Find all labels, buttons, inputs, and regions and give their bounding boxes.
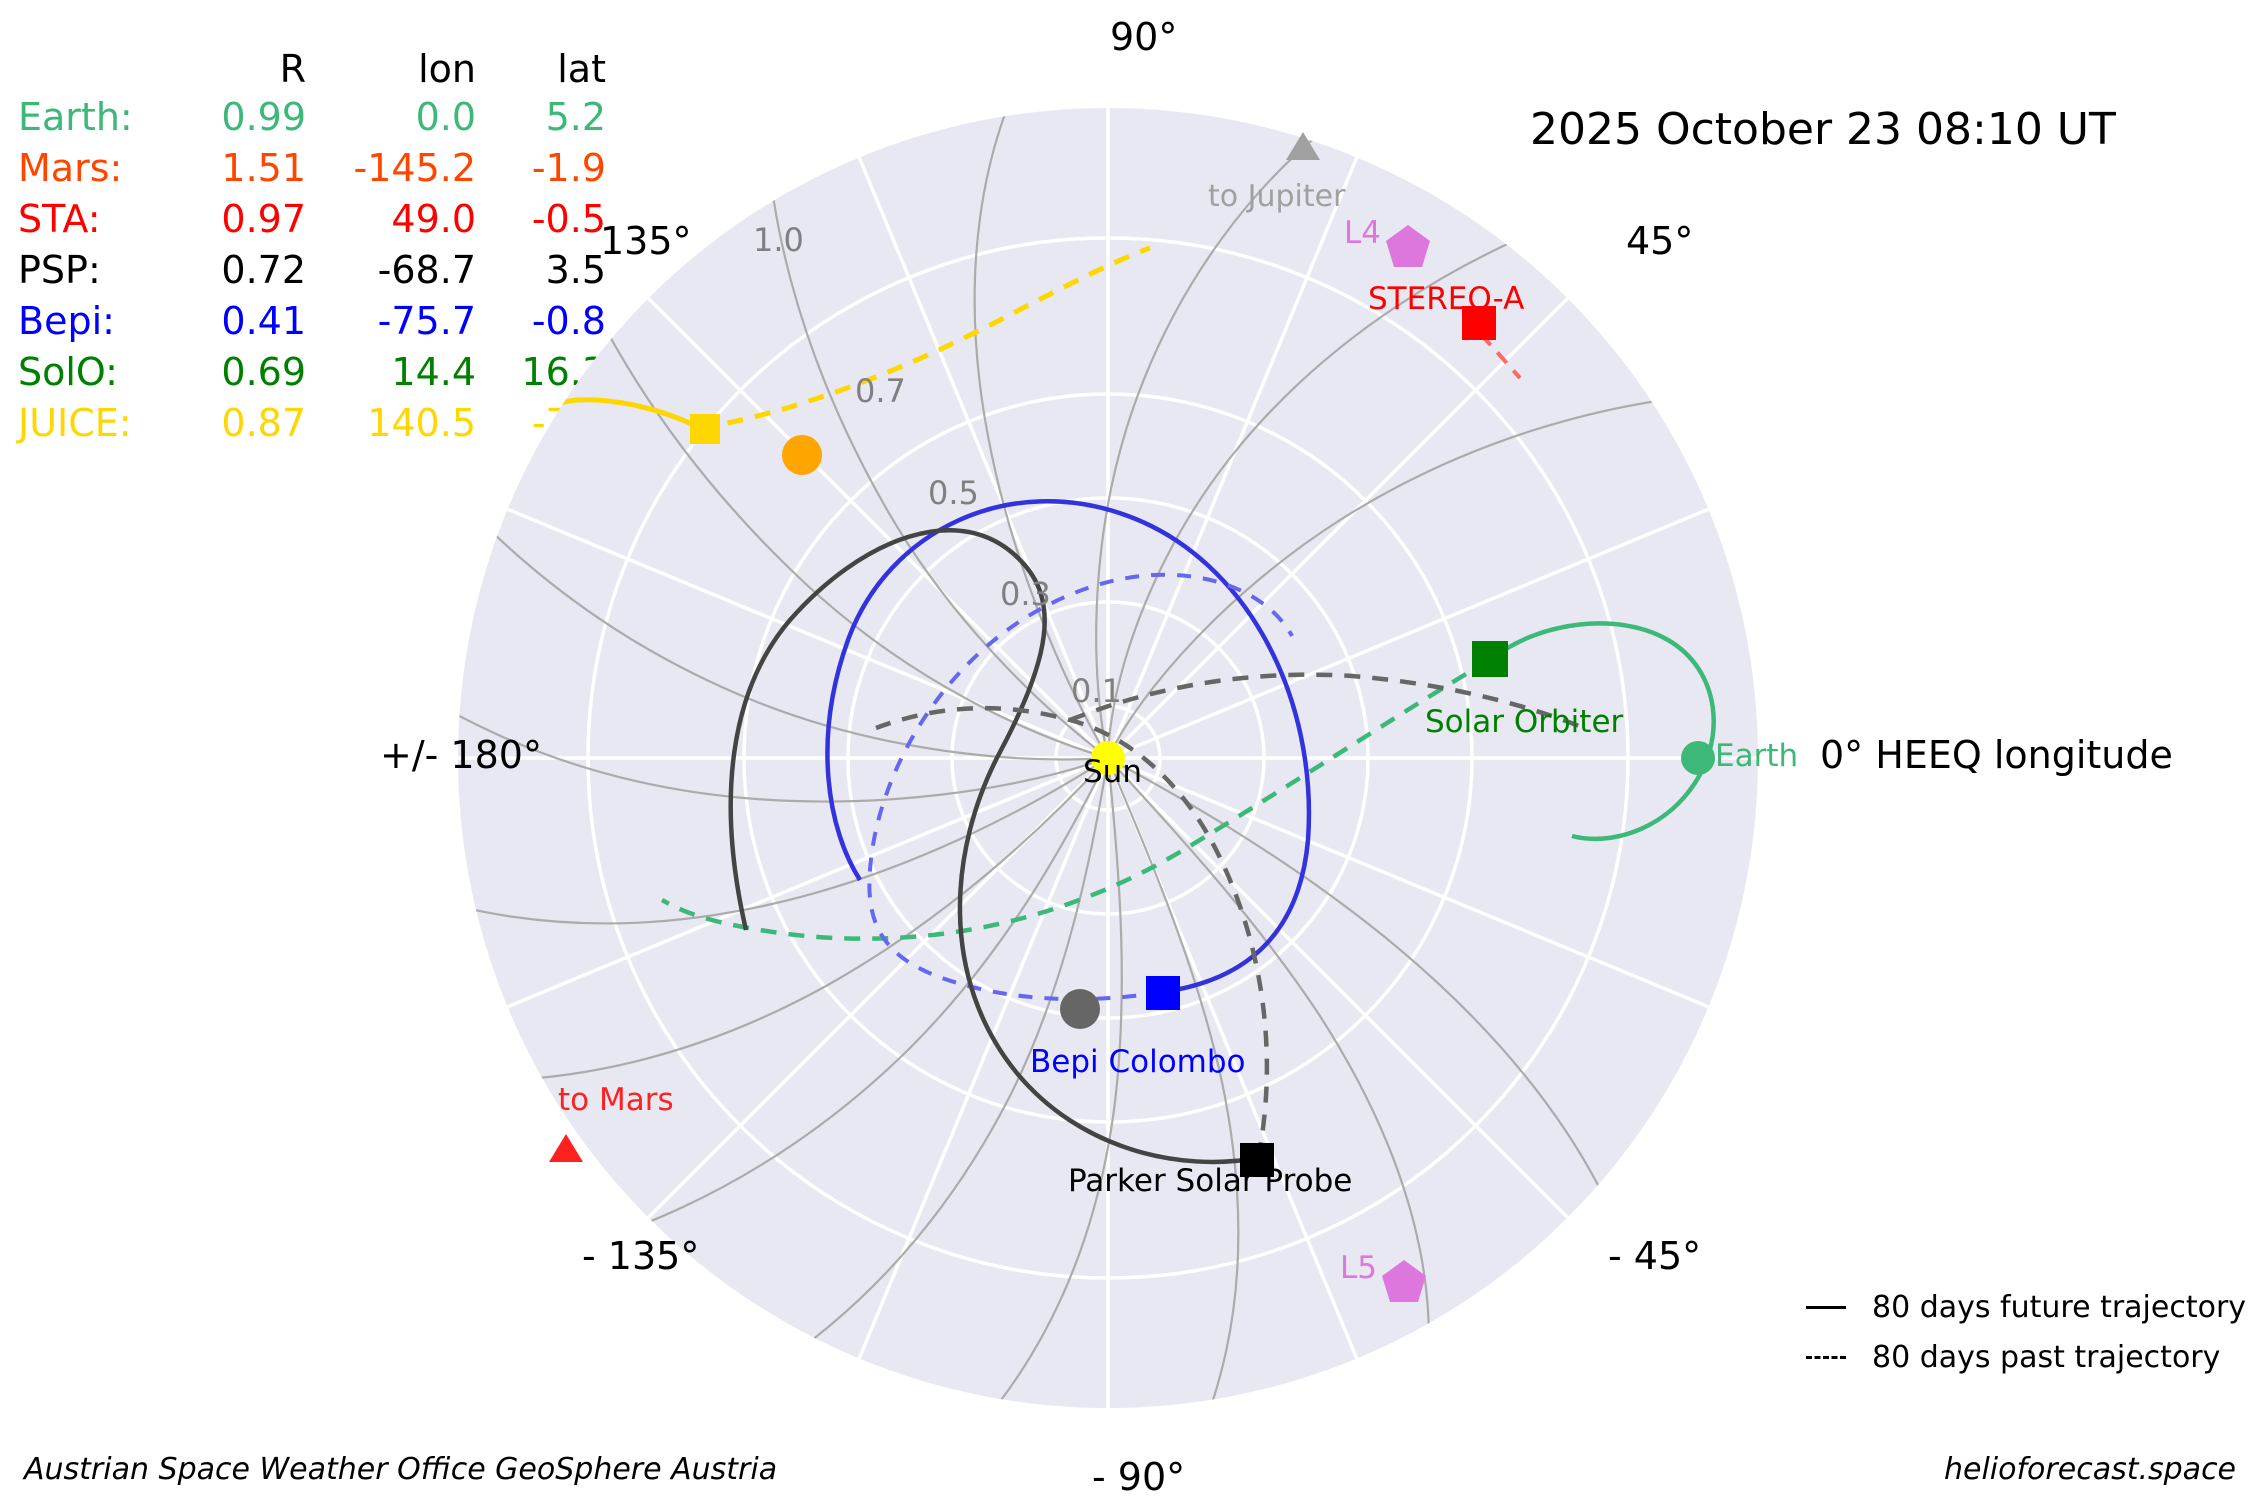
- earth-label: Earth: [1715, 738, 1799, 774]
- earth-marker[interactable]: [1681, 741, 1715, 775]
- row-r-juice: 0.87: [221, 401, 306, 445]
- row-lon-mars: -145.2: [353, 146, 477, 190]
- radial-tick-1p0: 1.0: [753, 221, 804, 259]
- psp-future-trajectory: [728, 527, 1259, 1165]
- header-lat: lat: [557, 47, 606, 91]
- solar-orbiter-future-trajectory: [1488, 621, 1716, 842]
- row-lat-earth: 5.2: [545, 95, 606, 139]
- row-lat-mars: -1.9: [531, 146, 606, 190]
- to-mars-label: to Mars: [558, 1082, 674, 1118]
- row-lat-psp: 3.5: [545, 248, 606, 292]
- angle-label-minus-45: - 45°: [1608, 1234, 1702, 1278]
- to-mars-marker[interactable]: [549, 1134, 583, 1162]
- footer-left: Austrian Space Weather Office GeoSphere …: [24, 1452, 778, 1487]
- l5-label: L5: [1340, 1250, 1377, 1286]
- bepi-colombo-label: Bepi Colombo: [1030, 1044, 1246, 1080]
- juice-marker[interactable]: [782, 435, 822, 475]
- row-lon-bepi: -75.7: [377, 299, 476, 343]
- to-jupiter-marker[interactable]: [1286, 132, 1320, 160]
- radial-tick-0p1: 0.1: [1071, 672, 1122, 710]
- angle-label-135: 135°: [600, 219, 692, 263]
- row-body-juice: JUICE:: [18, 401, 132, 445]
- l5-marker[interactable]: [1382, 1260, 1426, 1302]
- solar-orbiter-marker[interactable]: [1472, 641, 1508, 677]
- solar-orbiter-past-trajectory: [660, 658, 1492, 941]
- angle-label-180: +/- 180°: [380, 733, 542, 777]
- header-lon: lon: [418, 47, 476, 91]
- l4-label: L4: [1344, 215, 1381, 251]
- angle-label-45: 45°: [1626, 219, 1694, 263]
- bepi-past-trajectory: [867, 572, 1294, 1002]
- table-row: SolO: 0.69 14.4 16.3: [18, 353, 606, 404]
- mercury-marker[interactable]: [1060, 989, 1100, 1029]
- legend-row-past: 80 days past trajectory: [1806, 1340, 2220, 1375]
- angle-label-90: 90°: [1110, 15, 1178, 59]
- table-row: Earth: 0.99 0.0 5.2: [18, 98, 606, 149]
- table-header-row: R lon lat: [18, 50, 606, 98]
- stereo-a-marker[interactable]: [1462, 306, 1496, 340]
- to-jupiter-label: to Jupiter: [1208, 179, 1346, 214]
- header-r: R: [279, 47, 306, 91]
- row-body-mars: Mars:: [18, 146, 123, 190]
- row-r-psp: 0.72: [221, 248, 306, 292]
- row-r-sta: 0.97: [221, 197, 306, 241]
- page-title: 2025 October 23 08:10 UT: [1530, 104, 2116, 155]
- table-row: Bepi: 0.41 -75.7 -0.8: [18, 302, 606, 353]
- row-lat-bepi: -0.8: [531, 299, 606, 343]
- angle-label-minus-135: - 135°: [582, 1234, 700, 1278]
- legend-future-label: 80 days future trajectory: [1872, 1290, 2247, 1325]
- row-r-mars: 1.51: [221, 146, 306, 190]
- solar-orbiter-label: Solar Orbiter: [1425, 704, 1624, 740]
- radial-gridlines: [586, 236, 1630, 1280]
- legend-row-future: 80 days future trajectory: [1806, 1290, 2246, 1325]
- psp-past-trajectory-extension: [1069, 672, 1585, 731]
- row-lon-juice: 140.5: [367, 401, 476, 445]
- table-row: PSP: 0.72 -68.7 3.5: [18, 251, 606, 302]
- row-lon-solo: 14.4: [391, 350, 476, 394]
- row-lon-sta: 49.0: [391, 197, 476, 241]
- bepi-future-trajectory: [825, 499, 1312, 995]
- row-body-solo: SolO:: [18, 350, 118, 394]
- psp-past-trajectory: [875, 705, 1270, 1159]
- radial-tick-0p5: 0.5: [928, 474, 979, 512]
- parker-solar-probe-label: Parker Solar Probe: [1068, 1163, 1353, 1199]
- heeq-longitude-note: 0° HEEQ longitude: [1820, 733, 2173, 777]
- l4-marker[interactable]: [1386, 225, 1430, 267]
- stereo-a-label: STEREO-A: [1368, 281, 1525, 317]
- radial-tick-0p7: 0.7: [855, 372, 906, 410]
- row-r-earth: 0.99: [221, 95, 306, 139]
- juice-square-marker[interactable]: [690, 414, 720, 444]
- row-body-bepi: Bepi:: [18, 299, 115, 343]
- row-r-bepi: 0.41: [221, 299, 306, 343]
- legend-past-label: 80 days past trajectory: [1872, 1340, 2221, 1375]
- row-body-psp: PSP:: [18, 248, 101, 292]
- table-row: Mars: 1.51 -145.2 -1.9: [18, 149, 606, 200]
- legend-solid-line-icon: [1806, 1306, 1846, 1309]
- footer-right: helioforecast.space: [1944, 1452, 2237, 1487]
- table-row: STA: 0.97 49.0 -0.5: [18, 200, 606, 251]
- angle-label-minus-90: - 90°: [1092, 1455, 1186, 1499]
- sun-label: Sun: [1083, 754, 1142, 790]
- parker-solar-probe-marker[interactable]: [1240, 1143, 1274, 1177]
- legend-dashed-line-icon: [1806, 1356, 1846, 1359]
- juice-past-trajectory: [699, 245, 1151, 431]
- row-body-earth: Earth:: [18, 95, 133, 139]
- row-lat-sta: -0.5: [531, 197, 606, 241]
- row-body-sta: STA:: [18, 197, 101, 241]
- position-table: R lon lat Earth: 0.99 0.0 5.2 Mars: 1.51…: [18, 50, 606, 455]
- sun-marker[interactable]: [1091, 741, 1125, 775]
- radial-tick-0p3: 0.3: [1000, 575, 1051, 613]
- bepi-colombo-marker[interactable]: [1146, 976, 1180, 1010]
- row-lon-psp: -68.7: [377, 248, 476, 292]
- row-r-solo: 0.69: [221, 350, 306, 394]
- row-lon-earth: 0.0: [415, 95, 476, 139]
